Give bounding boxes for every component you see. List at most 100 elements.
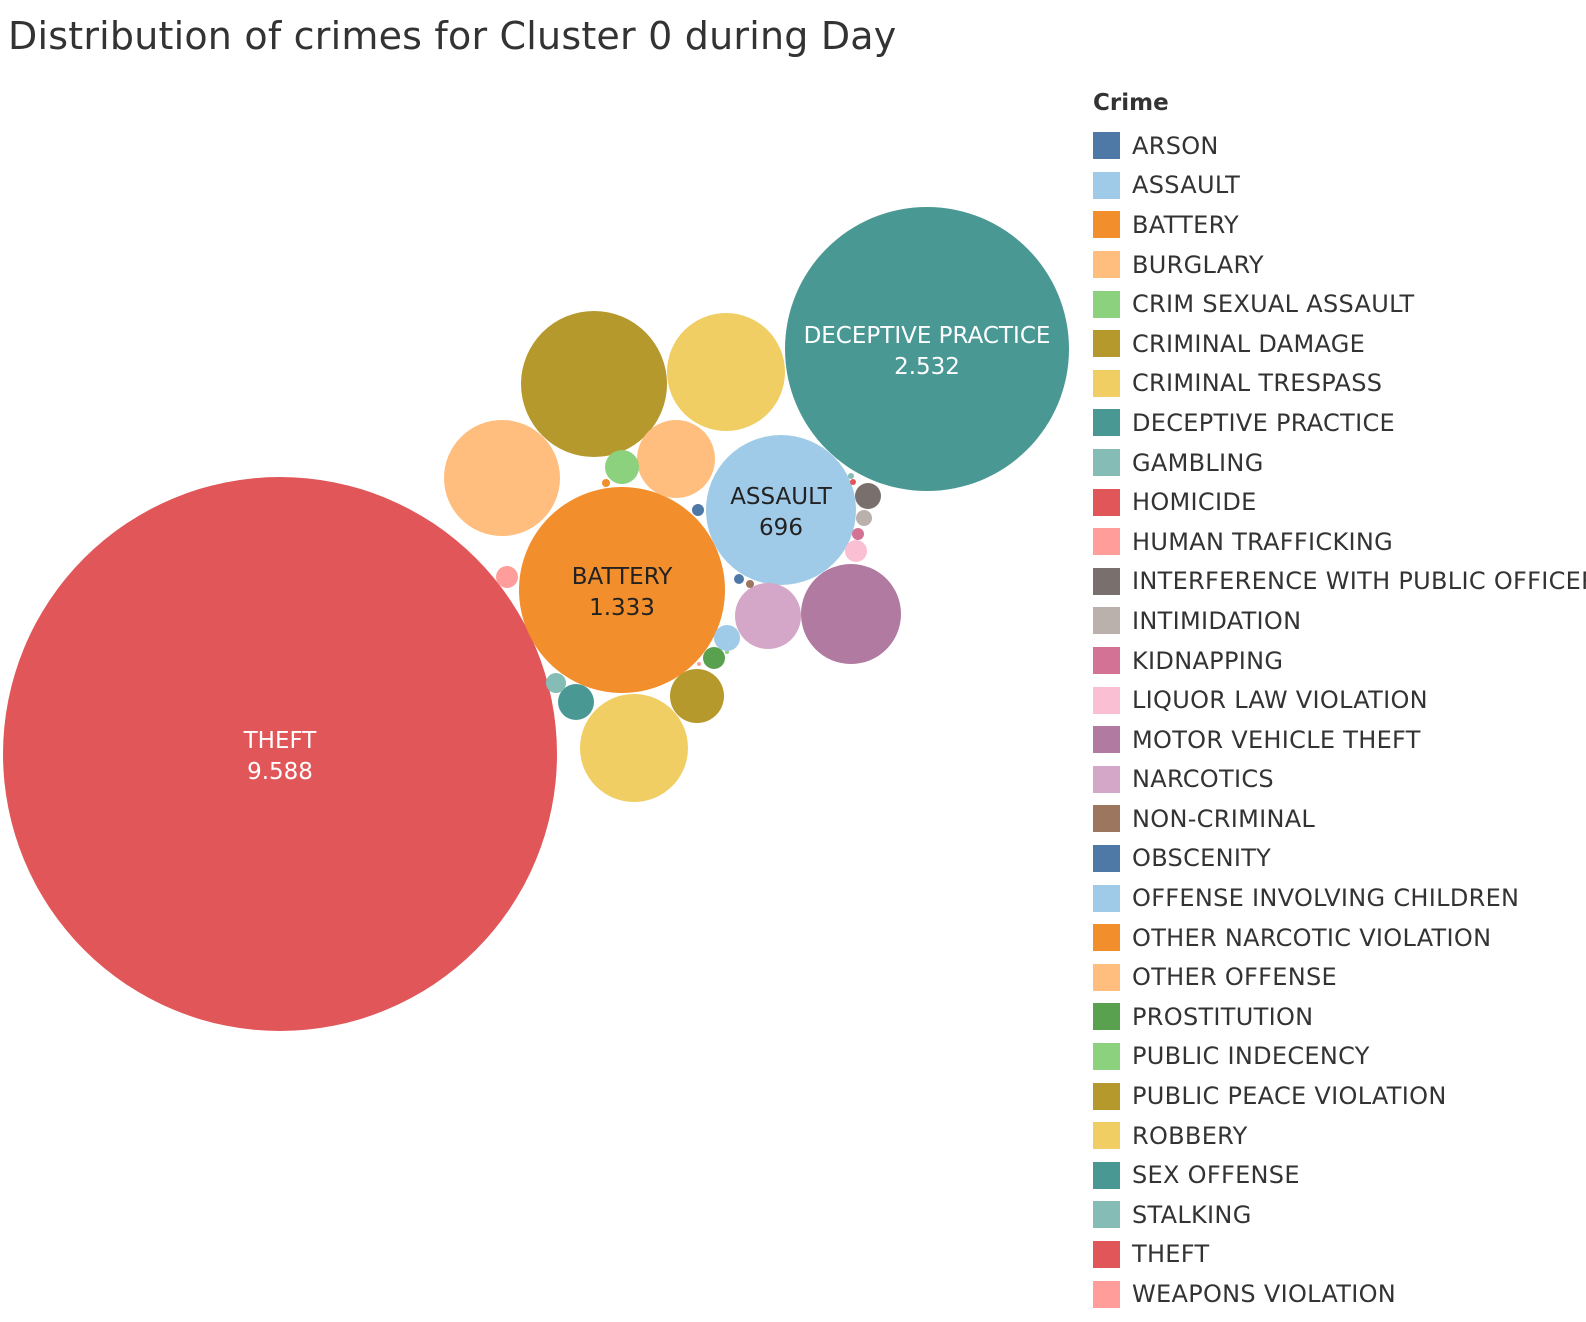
bubble-other-offense[interactable] [637,420,715,498]
legend-swatch [1093,1122,1120,1150]
bubble-narcotics[interactable] [735,583,801,649]
bubble-public-peace-violation[interactable] [670,669,724,723]
legend-label: CRIMINAL DAMAGE [1132,329,1366,358]
bubble-non-criminal[interactable] [746,580,754,588]
legend-item[interactable]: CRIMINAL TRESPASS [1093,364,1573,404]
legend-swatch [1093,251,1120,279]
bubble-interference-with-public-officer[interactable] [855,483,881,509]
legend-swatch [1093,1240,1120,1268]
legend-item[interactable]: CRIM SEXUAL ASSAULT [1093,284,1573,324]
legend-swatch [1093,884,1120,912]
legend-item[interactable]: KIDNAPPING [1093,641,1573,681]
legend-item[interactable]: BURGLARY [1093,245,1573,285]
bubble-other-narcotic-violation[interactable] [602,479,610,487]
legend-swatch [1093,369,1120,397]
bubble-sex-offense[interactable] [558,684,594,720]
legend-item[interactable]: PUBLIC PEACE VIOLATION [1093,1076,1573,1116]
legend-swatch [1093,171,1120,199]
bubble-assault[interactable] [706,435,856,585]
legend-item[interactable]: SEX OFFENSE [1093,1155,1573,1195]
legend-label: NON-CRIMINAL [1132,804,1316,833]
chart-title: Distribution of crimes for Cluster 0 dur… [8,14,897,58]
legend-item[interactable]: OTHER NARCOTIC VIOLATION [1093,918,1573,958]
bubble-chart: THEFT 9.588 DECEPTIVE PRACTICE 2.532 BATTERY… [3,207,1069,1031]
legend-swatch [1093,330,1120,358]
legend-swatch [1093,805,1120,833]
legend-swatch [1093,924,1120,952]
legend-swatch [1093,409,1120,437]
legend-item[interactable]: NARCOTICS [1093,760,1573,800]
bubble-kidnapping[interactable] [852,528,864,540]
legend-label: ROBBERY [1132,1121,1248,1150]
legend-item[interactable]: ASSAULT [1093,166,1573,206]
bubble-weapons-violation[interactable] [496,566,518,588]
bubble-obscenity[interactable] [734,574,744,584]
legend-item[interactable]: PROSTITUTION [1093,997,1573,1037]
legend: Crime ARSON ASSAULT BATTERY BURGLARY CRIM SE… [1093,90,1586,1314]
bubble-offense-involving-children[interactable] [714,625,740,651]
legend-item[interactable]: INTERFERENCE WITH PUBLIC OFFICER [1093,562,1586,602]
bubble-motor-vehicle-theft[interactable] [801,564,901,664]
legend-swatch [1093,488,1120,516]
legend-swatch [1093,726,1120,754]
legend-label: MOTOR VEHICLE THEFT [1132,725,1421,754]
legend-label: OBSCENITY [1132,844,1272,873]
bubble-gambling[interactable] [848,473,854,479]
legend-label: OFFENSE INVOLVING CHILDREN [1132,884,1520,913]
legend-label: OTHER NARCOTIC VIOLATION [1132,923,1492,952]
legend-item[interactable]: WEAPONS VIOLATION [1093,1274,1573,1314]
legend-item[interactable]: STALKING [1093,1195,1573,1235]
bubble-robbery[interactable] [580,694,688,802]
legend-items: ARSON ASSAULT BATTERY BURGLARY CRIM SEXUAL A… [1093,126,1586,1314]
bubble-public-indecency[interactable] [725,650,729,654]
legend-swatch [1093,528,1120,556]
legend-item[interactable]: INTIMIDATION [1093,601,1573,641]
bubble-theft[interactable] [3,477,557,1031]
bubble-criminal-trespass[interactable] [667,313,785,431]
legend-label: BATTERY [1132,210,1239,239]
legend-label: DECEPTIVE PRACTICE [1132,408,1395,437]
legend-item[interactable]: BATTERY [1093,205,1573,245]
legend-item[interactable]: HUMAN TRAFFICKING [1093,522,1573,562]
legend-item[interactable]: PUBLIC INDECENCY [1093,1037,1573,1077]
legend-label: THEFT [1132,1240,1210,1269]
legend-item[interactable]: DECEPTIVE PRACTICE [1093,403,1573,443]
legend-swatch [1093,290,1120,318]
legend-label: PUBLIC PEACE VIOLATION [1132,1082,1447,1111]
legend-item[interactable]: OTHER OFFENSE [1093,957,1573,997]
legend-item[interactable]: OBSCENITY [1093,839,1573,879]
legend-item[interactable]: CRIMINAL DAMAGE [1093,324,1573,364]
legend-item[interactable]: THEFT [1093,1235,1573,1275]
legend-label: LIQUOR LAW VIOLATION [1132,686,1428,715]
legend-swatch [1093,1280,1120,1308]
legend-item[interactable]: GAMBLING [1093,443,1573,483]
bubble-label: DECEPTIVE PRACTICE [804,323,1051,349]
bubble-arson[interactable] [692,504,704,516]
legend-item[interactable]: NON-CRIMINAL [1093,799,1573,839]
legend-label: CRIM SEXUAL ASSAULT [1132,290,1415,319]
bubble-burglary[interactable] [444,420,560,536]
bubble-criminal-damage[interactable] [521,311,667,457]
legend-label: PROSTITUTION [1132,1002,1314,1031]
bubble-stalking[interactable] [546,673,566,693]
legend-label: WEAPONS VIOLATION [1132,1280,1397,1309]
legend-item[interactable]: ROBBERY [1093,1116,1573,1156]
bubble-deceptive-practice[interactable] [785,207,1069,491]
legend-label: ARSON [1132,131,1219,160]
bubble-homicide[interactable] [850,479,856,485]
legend-item[interactable]: OFFENSE INVOLVING CHILDREN [1093,878,1573,918]
legend-item[interactable]: LIQUOR LAW VIOLATION [1093,680,1573,720]
bubble-liquor-law-violation[interactable] [845,540,867,562]
bubble-value: 2.532 [894,354,960,380]
legend-swatch [1093,686,1120,714]
bubble-crim-sexual-assault[interactable] [605,450,639,484]
legend-item[interactable]: HOMICIDE [1093,482,1573,522]
legend-item[interactable]: ARSON [1093,126,1573,166]
legend-item[interactable]: MOTOR VEHICLE THEFT [1093,720,1573,760]
bubble-intimidation[interactable] [856,510,872,526]
bubble-prostitution[interactable] [703,647,725,669]
bubble-battery[interactable] [519,487,725,693]
bubble-human-trafficking[interactable] [697,662,701,666]
legend-swatch [1093,607,1120,635]
legend-label: HOMICIDE [1132,488,1257,517]
